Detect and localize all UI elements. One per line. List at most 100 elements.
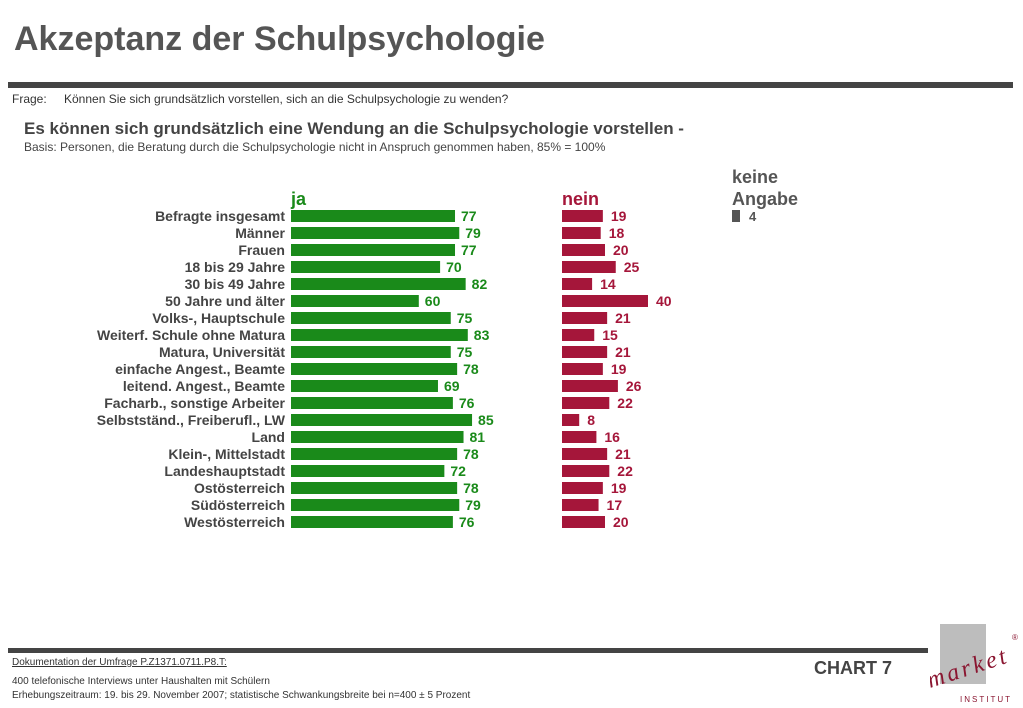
value-label-ja: 78 xyxy=(463,480,479,496)
bar-nein xyxy=(562,448,608,460)
value-label-nein: 16 xyxy=(604,429,620,445)
value-label-nein: 17 xyxy=(607,497,623,513)
category-label: Westösterreich xyxy=(184,514,285,530)
category-label: Volks-, Hauptschule xyxy=(152,310,285,326)
category-label: Männer xyxy=(235,225,285,241)
chart-basis-note: Basis: Personen, die Beratung durch die … xyxy=(24,140,606,154)
category-label: Ostösterreich xyxy=(194,480,285,496)
value-label-ja: 76 xyxy=(459,395,475,411)
bar-ja xyxy=(291,295,419,307)
bar-nein xyxy=(562,431,597,443)
bar-ja xyxy=(291,278,466,290)
bar-nein xyxy=(562,329,595,341)
series-header-keine-angabe: keine Angabe xyxy=(732,167,798,209)
bar-ja xyxy=(291,244,456,256)
category-label: Landeshauptstadt xyxy=(164,463,285,479)
category-label: Matura, Universität xyxy=(159,344,285,360)
value-label-nein: 22 xyxy=(617,463,633,479)
chart-subtitle: Es können sich grundsätzlich eine Wendun… xyxy=(24,119,684,138)
series-header-keine-angabe-line: Angabe xyxy=(732,189,798,209)
bar-nein xyxy=(562,482,603,494)
value-label-nein: 19 xyxy=(611,208,627,224)
bar-ja xyxy=(291,397,453,409)
value-label-ja: 82 xyxy=(472,276,488,292)
bar-ja xyxy=(291,465,445,477)
series-header-ja: ja xyxy=(290,189,307,209)
value-label-nein: 20 xyxy=(613,242,629,258)
value-label-nein: 21 xyxy=(615,344,631,360)
bar-nein xyxy=(562,363,603,375)
category-label: 30 bis 49 Jahre xyxy=(185,276,286,292)
bar-chart: ja nein keine Angabe Befragte insgesamt 77 19 4… xyxy=(97,167,798,530)
bar-ja xyxy=(291,363,458,375)
bar-ja xyxy=(291,312,451,324)
bar-nein xyxy=(562,278,593,290)
bar-ja xyxy=(291,227,460,239)
category-label: Land xyxy=(252,429,285,445)
bar-keine-angabe xyxy=(732,210,740,222)
bottom-divider xyxy=(8,648,928,653)
documentation-link[interactable]: Dokumentation der Umfrage P.Z1371.0711.P… xyxy=(12,657,227,668)
category-label: 50 Jahre und älter xyxy=(165,293,285,309)
bar-ja xyxy=(291,431,464,443)
bar-nein xyxy=(562,414,580,426)
category-label: 18 bis 29 Jahre xyxy=(185,259,286,275)
bar-ja xyxy=(291,329,468,341)
value-label-nein: 19 xyxy=(611,480,627,496)
value-label-ja: 78 xyxy=(463,446,479,462)
value-label-ja: 77 xyxy=(461,208,477,224)
value-label-nein: 20 xyxy=(613,514,629,530)
logo-subtext: INSTITUT xyxy=(960,695,1012,704)
category-label: Selbstständ., Freiberufl., LW xyxy=(97,412,286,428)
bar-ja xyxy=(291,261,441,273)
category-label: Klein-, Mittelstadt xyxy=(168,446,285,462)
value-label-nein: 8 xyxy=(587,412,595,428)
bar-nein xyxy=(562,499,599,511)
value-label-ja: 78 xyxy=(463,361,479,377)
value-label-keine-angabe: 4 xyxy=(749,209,757,224)
value-label-nein: 15 xyxy=(602,327,618,343)
logo-trademark: ® xyxy=(1012,633,1018,642)
page-title: Akzeptanz der Schulpsychologie xyxy=(14,20,545,58)
value-label-ja: 79 xyxy=(465,225,481,241)
value-label-ja: 83 xyxy=(474,327,490,343)
value-label-ja: 72 xyxy=(450,463,466,479)
survey-note: 400 telefonische Interviews unter Hausha… xyxy=(12,676,270,687)
value-label-ja: 75 xyxy=(457,344,473,360)
bar-nein xyxy=(562,516,605,528)
survey-period-note: Erhebungszeitraum: 19. bis 29. November … xyxy=(12,690,471,701)
bar-nein xyxy=(562,210,603,222)
category-label: Südösterreich xyxy=(191,497,285,513)
value-label-nein: 40 xyxy=(656,293,672,309)
series-header-keine-angabe-line: keine xyxy=(732,167,778,187)
category-label: einfache Angest., Beamte xyxy=(115,361,285,377)
bar-nein xyxy=(562,465,610,477)
logo-box xyxy=(940,624,986,684)
bar-nein xyxy=(562,295,648,307)
value-label-ja: 60 xyxy=(425,293,441,309)
bar-ja xyxy=(291,414,473,426)
value-label-ja: 69 xyxy=(444,378,460,394)
market-institut-logo: market ® INSTITUT xyxy=(930,624,1018,704)
bar-nein xyxy=(562,244,605,256)
bar-ja xyxy=(291,448,458,460)
bar-nein xyxy=(562,227,601,239)
bar-ja xyxy=(291,380,438,392)
question-text: Können Sie sich grundsätzlich vorstellen… xyxy=(64,92,509,106)
top-divider xyxy=(8,82,1013,88)
category-label: leitend. Angest., Beamte xyxy=(123,378,285,394)
value-label-ja: 79 xyxy=(465,497,481,513)
bar-nein xyxy=(562,261,616,273)
value-label-ja: 77 xyxy=(461,242,477,258)
value-label-nein: 21 xyxy=(615,310,631,326)
value-label-nein: 14 xyxy=(600,276,616,292)
bar-ja xyxy=(291,210,456,222)
value-label-nein: 26 xyxy=(626,378,642,394)
question-label: Frage: xyxy=(12,92,47,106)
value-label-nein: 19 xyxy=(611,361,627,377)
value-label-ja: 76 xyxy=(459,514,475,530)
bar-nein xyxy=(562,312,608,324)
bar-ja xyxy=(291,482,458,494)
category-label: Facharb., sonstige Arbeiter xyxy=(104,395,285,411)
bar-ja xyxy=(291,516,453,528)
